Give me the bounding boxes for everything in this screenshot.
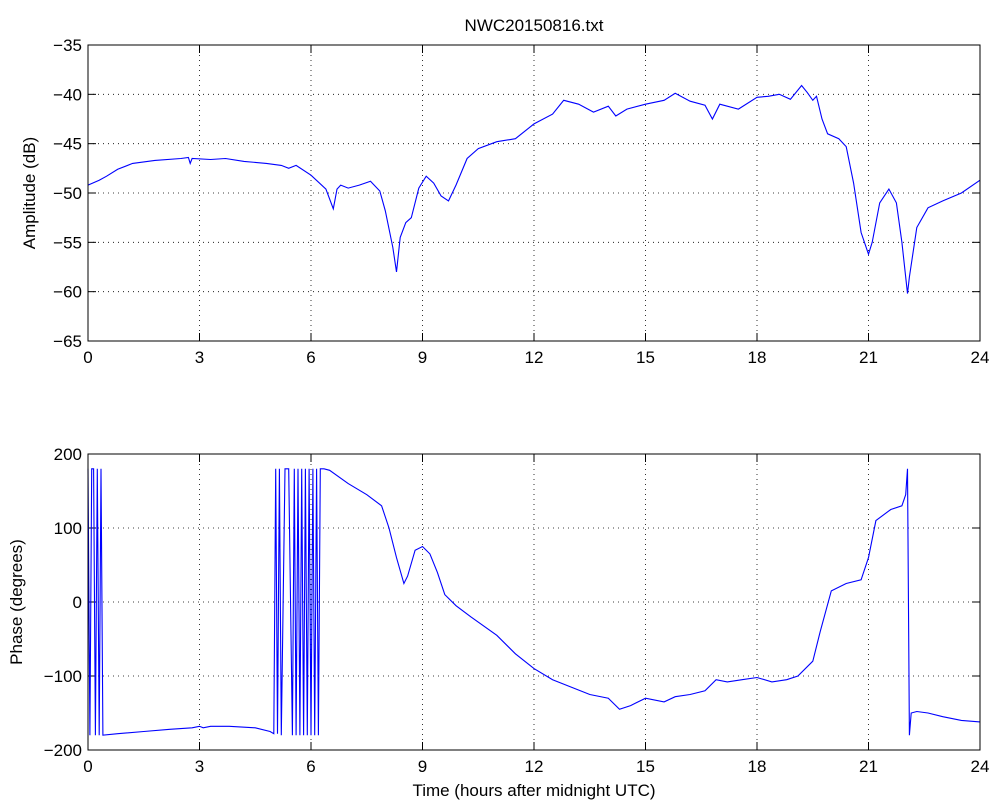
amplitude-ytick-label: −50 <box>53 184 82 203</box>
phase-axes-border <box>87 453 981 751</box>
phase-xtick-label: 24 <box>971 757 990 776</box>
amplitude-xtick-label: 9 <box>418 348 427 367</box>
phase-plot: 0 3 6 9 12 15 18 21 24 −200 −100 0 100 200 Phase (deg… <box>7 445 989 800</box>
amplitude-xtick-label: 3 <box>195 348 204 367</box>
phase-ticks: 0 3 6 9 12 15 18 21 24 −200 −100 0 100 200 <box>44 445 990 776</box>
amplitude-ytick-label: −60 <box>53 283 82 302</box>
phase-grid <box>88 454 980 750</box>
phase-xtick-label: 12 <box>525 757 544 776</box>
phase-series-line <box>87 468 981 736</box>
phase-ytick-label: 100 <box>54 519 82 538</box>
amplitude-ytick-label: −55 <box>53 233 82 252</box>
chart-title: NWC20150816.txt <box>465 16 604 35</box>
amplitude-xtick-label: 21 <box>859 348 878 367</box>
phase-xtick-label: 21 <box>859 757 878 776</box>
phase-xtick-label: 3 <box>195 757 204 776</box>
amplitude-xtick-label: 24 <box>971 348 990 367</box>
amplitude-ytick-label: −45 <box>53 135 82 154</box>
amplitude-plot: 0 3 6 9 12 15 18 21 24 −65 −60 −55 −50 −45 −40 −35 Ampl… <box>20 36 989 367</box>
amplitude-ylabel: Amplitude (dB) <box>20 137 39 249</box>
phase-ytick-label: −100 <box>44 667 82 686</box>
amplitude-xtick-label: 0 <box>83 348 92 367</box>
phase-xtick-label: 0 <box>83 757 92 776</box>
amplitude-axes-border <box>87 44 981 342</box>
phase-ytick-label: 0 <box>73 593 82 612</box>
phase-xtick-label: 9 <box>418 757 427 776</box>
amplitude-ticks: 0 3 6 9 12 15 18 21 24 −65 −60 −55 −50 −45 −40 −35 <box>53 36 989 367</box>
amplitude-ytick-label: −40 <box>53 85 82 104</box>
phase-xtick-label: 6 <box>306 757 315 776</box>
amplitude-xtick-label: 6 <box>306 348 315 367</box>
amplitude-ytick-label: −35 <box>53 36 82 55</box>
amplitude-xtick-label: 15 <box>636 348 655 367</box>
phase-xtick-label: 15 <box>636 757 655 776</box>
amplitude-series-line <box>87 84 981 294</box>
phase-xlabel: Time (hours after midnight UTC) <box>412 781 655 800</box>
phase-xtick-label: 18 <box>748 757 767 776</box>
amplitude-grid <box>88 45 980 341</box>
amplitude-xtick-label: 12 <box>525 348 544 367</box>
amplitude-xtick-label: 18 <box>748 348 767 367</box>
phase-ylabel: Phase (degrees) <box>7 539 26 665</box>
amplitude-ytick-label: −65 <box>53 332 82 351</box>
phase-ytick-label: −200 <box>44 741 82 760</box>
phase-ytick-label: 200 <box>54 445 82 464</box>
